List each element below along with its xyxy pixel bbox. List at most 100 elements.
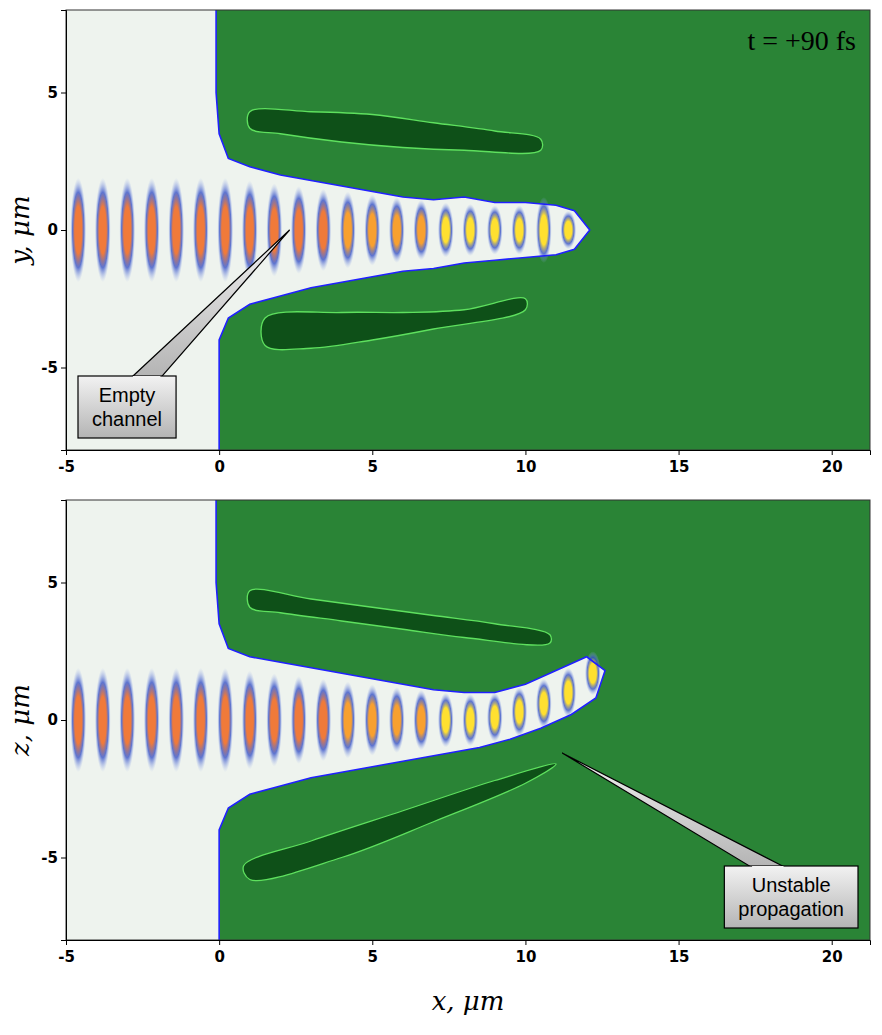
y-tick: 5 (48, 84, 66, 102)
panel: -505101520-505y, μmt = +90 fsEmptychanne… (5, 10, 870, 476)
field-maximum (560, 211, 576, 250)
x-tick-mark (832, 940, 833, 945)
y-tick: 0 (48, 221, 66, 239)
field-maximum (266, 183, 282, 277)
plot-area (66, 10, 870, 450)
field-maximum (242, 671, 258, 770)
x-tick-mark (219, 450, 220, 455)
vacuum-region (66, 10, 590, 450)
callout-pointer (562, 753, 784, 867)
y-tick-label: 0 (48, 221, 58, 239)
field-maximum (144, 178, 160, 283)
plasma-boundary (216, 10, 590, 450)
x-tick-label: 20 (822, 948, 843, 966)
x-tick-mark (679, 450, 680, 455)
x-tick-mark (372, 450, 373, 455)
field-maximum (364, 684, 380, 756)
y-tick-mark (61, 368, 66, 369)
field-maximum (511, 205, 527, 255)
field-maximum (168, 178, 184, 283)
y-axis-line (61, 501, 67, 941)
field-maximum (95, 668, 111, 773)
figure: -5 0 5 10 15 20 -5 0 5 y, μm t = +90 fs Emptychanne… (0, 0, 882, 1035)
y-tick-mark (61, 93, 66, 94)
y-tick-label: 5 (48, 84, 58, 102)
x-tick: 5 (368, 450, 378, 476)
plot-frame (66, 500, 870, 940)
x-tick: 0 (214, 940, 224, 966)
field-maximum (193, 178, 209, 283)
y-tick: -5 (41, 359, 66, 377)
vacuum-region (66, 500, 605, 940)
field-maximum (315, 679, 331, 762)
field-maximum (217, 668, 233, 773)
field-maximum (438, 203, 454, 258)
field-maximum (364, 194, 380, 266)
field-maximum (413, 200, 429, 261)
field-maximum (389, 687, 405, 753)
x-tick-label: -5 (58, 458, 75, 476)
field-maximum (95, 178, 111, 283)
field-maximum (70, 668, 86, 773)
plot-area (66, 500, 870, 940)
x-axis: -5 0 5 10 15 20 (58, 940, 870, 966)
field-maximum (119, 178, 135, 283)
field-maximum (217, 178, 233, 283)
y-axis-title: y, μm (5, 195, 35, 265)
x-tick-label: 5 (368, 948, 378, 966)
y-tick-label: -5 (41, 849, 58, 867)
y-axis-line (61, 11, 67, 451)
density-filament (261, 298, 527, 350)
x-tick-label: 20 (822, 458, 843, 476)
field-maximum (168, 668, 184, 773)
y-tick-mark (61, 720, 66, 721)
field-maximum (438, 693, 454, 748)
x-tick-label: 10 (515, 458, 536, 476)
field-maximum (511, 687, 527, 737)
y-axis-title: z, μm (5, 684, 35, 757)
y-tick-mark (61, 858, 66, 859)
x-tick: -5 (58, 940, 75, 966)
plasma-boundary (216, 500, 605, 940)
x-tick: 15 (669, 940, 690, 966)
time-label: t = +90 fs (747, 25, 856, 56)
x-tick-label: 10 (515, 948, 536, 966)
x-tick: 20 (822, 450, 843, 476)
x-tick: 10 (515, 940, 536, 966)
y-tick: 5 (48, 574, 66, 592)
field-maximum (340, 192, 356, 269)
y-axis: -5 0 5 (41, 11, 66, 451)
field-maximum (340, 682, 356, 759)
field-maximum (389, 197, 405, 263)
x-tick-label: 0 (214, 948, 224, 966)
field-maximum (536, 197, 552, 263)
field-maximum (315, 189, 331, 272)
callout-label: Emptychannel (92, 384, 162, 430)
x-axis: -505101520 (58, 450, 870, 476)
field-maximum (462, 694, 478, 746)
field-maximum (119, 668, 135, 773)
x-tick-mark (525, 940, 526, 945)
field-maximum (193, 668, 209, 773)
x-tick: 10 (515, 450, 536, 476)
plasma-background (66, 10, 870, 450)
x-axis-line (67, 451, 871, 456)
callout-box (724, 866, 858, 928)
callout-seam (133, 376, 160, 378)
x-tick-label: -5 (58, 948, 75, 966)
field-maximum (144, 668, 160, 773)
y-tick: 0 (48, 711, 66, 729)
y-axis: -5 0 5 (41, 501, 66, 941)
density-filament (247, 589, 551, 645)
x-tick: 5 (368, 940, 378, 966)
field-maximum (536, 679, 552, 729)
callout-pointer (132, 230, 290, 377)
field-maximum (413, 690, 429, 751)
field-maximum (70, 178, 86, 283)
y-tick: -5 (41, 849, 66, 867)
callout: Emptychannel (78, 230, 290, 438)
y-tick-mark (61, 583, 66, 584)
field-maximum (487, 693, 503, 743)
plot-frame (66, 10, 870, 450)
field-maximum (291, 676, 307, 764)
